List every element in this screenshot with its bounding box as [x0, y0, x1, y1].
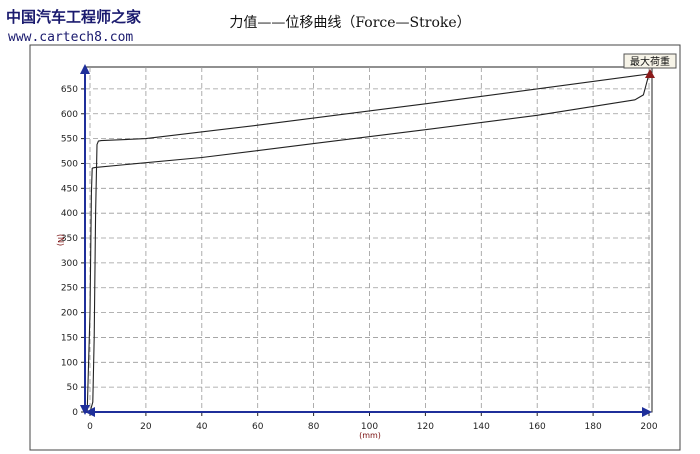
legend: 最大荷重: [623, 53, 677, 69]
watermark-site-name: 中国汽车工程师之家: [6, 8, 142, 26]
y-tick-label-13: 650: [61, 85, 78, 95]
watermark-url: www.cartech8.com: [8, 30, 134, 45]
series-group: [86, 73, 650, 413]
y-tick-label-1: 50: [67, 383, 79, 393]
max-load-marker: [645, 69, 655, 78]
x-tick-label-0: 0: [87, 422, 93, 432]
x-tick-label-3: 60: [252, 422, 264, 432]
y-tick-label-2: 100: [61, 358, 78, 368]
x-tick-label-10: 200: [640, 422, 657, 432]
x-tick-label-1: 20: [140, 422, 152, 432]
x-axis-label: (mm): [359, 431, 381, 440]
y-tick-label-9: 450: [61, 184, 78, 194]
y-tick-label-0: 0: [72, 408, 78, 418]
y-tick-label-10: 500: [61, 159, 78, 169]
tick-labels: 0 20 40 60 80 100 120 140 160 180 200 0 50 100 150 200 2…: [61, 85, 658, 432]
x-axis-arrow-left: [85, 407, 95, 417]
x-tick-label-6: 120: [417, 422, 434, 432]
series-line-unloading: [89, 73, 650, 413]
series-line-loading: [86, 73, 650, 413]
y-tick-label-12: 600: [61, 110, 78, 120]
y-tick-label-5: 250: [61, 284, 78, 294]
y-tick-label-7: 350: [61, 234, 78, 244]
axis-markers: [80, 64, 655, 417]
y-axis-arrow-bottom: [80, 405, 90, 415]
x-tick-label-2: 40: [196, 422, 208, 432]
grid: [81, 67, 652, 416]
plot-area: [84, 66, 653, 413]
y-tick-label-11: 550: [61, 135, 78, 145]
x-tick-label-7: 140: [473, 422, 490, 432]
y-tick-label-4: 200: [61, 309, 78, 319]
y-axis-label: (N): [56, 234, 65, 246]
legend-box: [623, 53, 677, 69]
x-tick-label-4: 80: [308, 422, 320, 432]
x-tick-label-9: 180: [585, 422, 602, 432]
y-axis-arrow-top: [80, 64, 90, 74]
legend-label: 最大荷重: [630, 55, 670, 68]
x-tick-label-5: 100: [361, 422, 378, 432]
y-tick-label-6: 300: [61, 259, 78, 269]
y-tick-label-8: 400: [61, 209, 78, 219]
chart-title: 力值——位移曲线（Force—Stroke）: [229, 15, 471, 31]
x-axis-arrow-right: [642, 407, 652, 417]
y-tick-label-3: 150: [61, 333, 78, 343]
x-tick-label-8: 160: [529, 422, 546, 432]
